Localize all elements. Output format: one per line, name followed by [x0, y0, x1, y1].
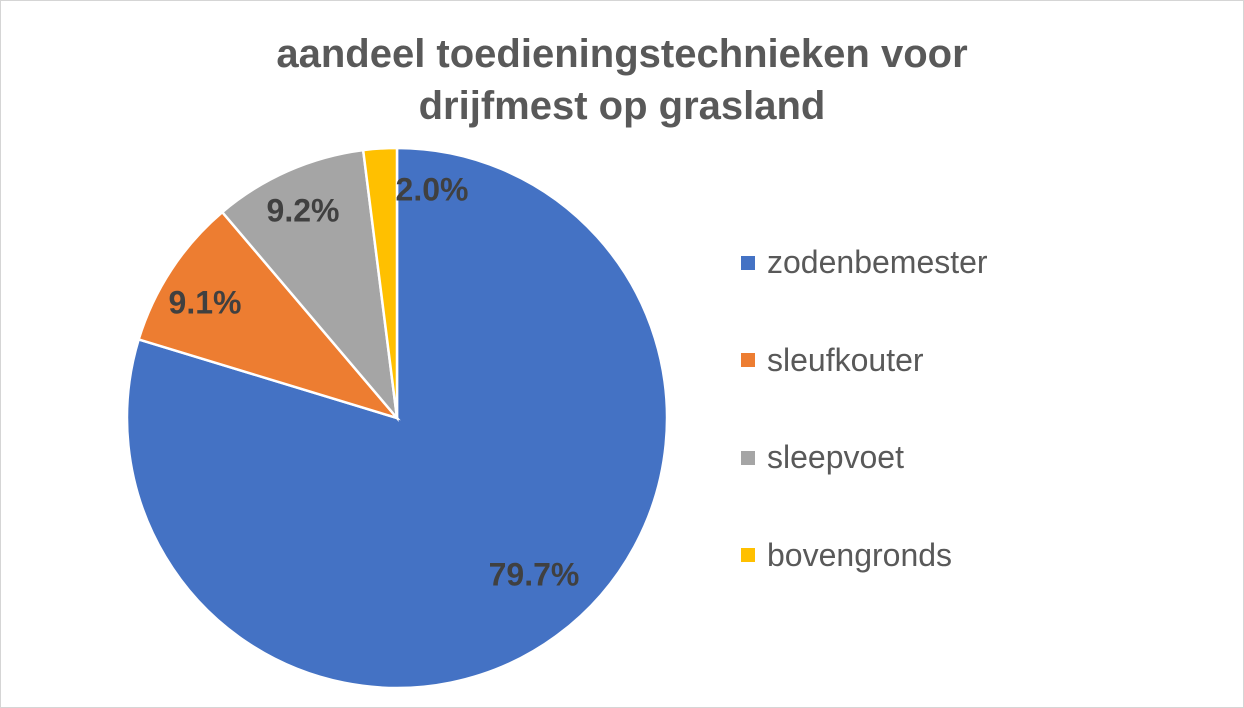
svg-text:9.1%: 9.1%: [169, 284, 242, 320]
svg-text:9.2%: 9.2%: [267, 192, 340, 228]
svg-text:2.0%: 2.0%: [396, 171, 469, 207]
svg-text:79.7%: 79.7%: [489, 556, 580, 592]
